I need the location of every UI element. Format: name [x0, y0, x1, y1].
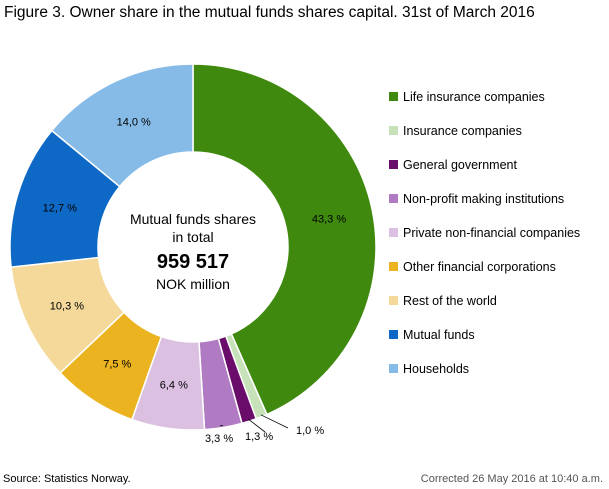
center-line2: in total [172, 229, 213, 245]
chart-title: Figure 3. Owner share in the mutual fund… [4, 4, 535, 21]
slice-label-private-non-financial-companies: 6,4 % [160, 380, 188, 392]
legend-swatch-general-government [389, 160, 398, 169]
center-unit: NOK million [156, 276, 230, 292]
slice-labels: 43,3 % 1,0 % 1,3 % 3,3 % 6,4 % 7,5 % 10,3 % 12,… [43, 116, 347, 445]
slice-label-mutual-funds: 12,7 % [43, 202, 77, 214]
slice-life-insurance-companies [192, 63, 377, 416]
legend: Life insurance companies Insurance compan… [389, 90, 580, 376]
legend-swatch-mutual-funds [389, 330, 398, 339]
leader-line-insurance-companies [260, 414, 289, 429]
legend-swatch-households [389, 364, 398, 373]
legend-swatch-rest-of-the-world [389, 296, 398, 305]
legend-label-insurance-companies: Insurance companies [403, 124, 522, 138]
slice-label-households: 14,0 % [117, 116, 151, 128]
legend-label-private-non-financial-companies: Private non-financial companies [403, 226, 580, 240]
slice-households [50, 63, 194, 188]
pie-slices [9, 63, 377, 431]
legend-label-general-government: General government [403, 158, 517, 172]
center-line1: Mutual funds shares [130, 211, 256, 227]
leader-lines [219, 414, 289, 433]
legend-swatch-non-profit-making-institutions [389, 194, 398, 203]
slice-label-general-government: 1,3 % [245, 431, 273, 443]
legend-label-mutual-funds: Mutual funds [403, 328, 475, 342]
leader-line-general-government [248, 418, 266, 433]
slice-label-rest-of-the-world: 10,3 % [50, 301, 84, 313]
slice-label-life-insurance-companies: 43,3 % [312, 213, 346, 225]
center-label: Mutual funds shares in total 959 517 NOK… [130, 211, 256, 292]
legend-swatch-other-financial-corporations [389, 262, 398, 271]
center-total-value: 959 517 [157, 251, 229, 273]
legend-swatch-insurance-companies [389, 126, 398, 135]
slice-label-other-financial-corporations: 7,5 % [103, 359, 131, 371]
legend-label-non-profit-making-institutions: Non-profit making institutions [403, 192, 564, 206]
source-note: Source: Statistics Norway. [3, 473, 131, 485]
legend-label-rest-of-the-world: Rest of the world [403, 294, 497, 308]
legend-label-other-financial-corporations: Other financial corporations [403, 260, 556, 274]
legend-swatch-private-non-financial-companies [389, 228, 398, 237]
slice-label-non-profit-making-institutions: 3,3 % [205, 433, 233, 445]
leader-line-non-profit-making-institutions [219, 425, 224, 427]
correction-note: Corrected 26 May 2016 at 10:40 a.m. [420, 473, 603, 485]
legend-swatch-life-insurance-companies [389, 92, 398, 101]
legend-label-households: Households [403, 362, 469, 376]
slice-label-insurance-companies: 1,0 % [296, 425, 324, 437]
legend-label-life-insurance-companies: Life insurance companies [403, 90, 545, 104]
